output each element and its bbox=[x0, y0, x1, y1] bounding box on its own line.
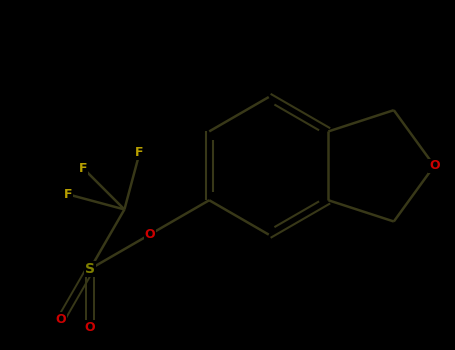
Text: F: F bbox=[64, 188, 72, 201]
Text: F: F bbox=[79, 162, 87, 175]
Text: O: O bbox=[429, 159, 440, 172]
Text: O: O bbox=[85, 321, 96, 334]
Text: F: F bbox=[135, 146, 144, 160]
Text: O: O bbox=[144, 228, 155, 241]
Text: S: S bbox=[85, 262, 95, 276]
Text: O: O bbox=[56, 313, 66, 326]
